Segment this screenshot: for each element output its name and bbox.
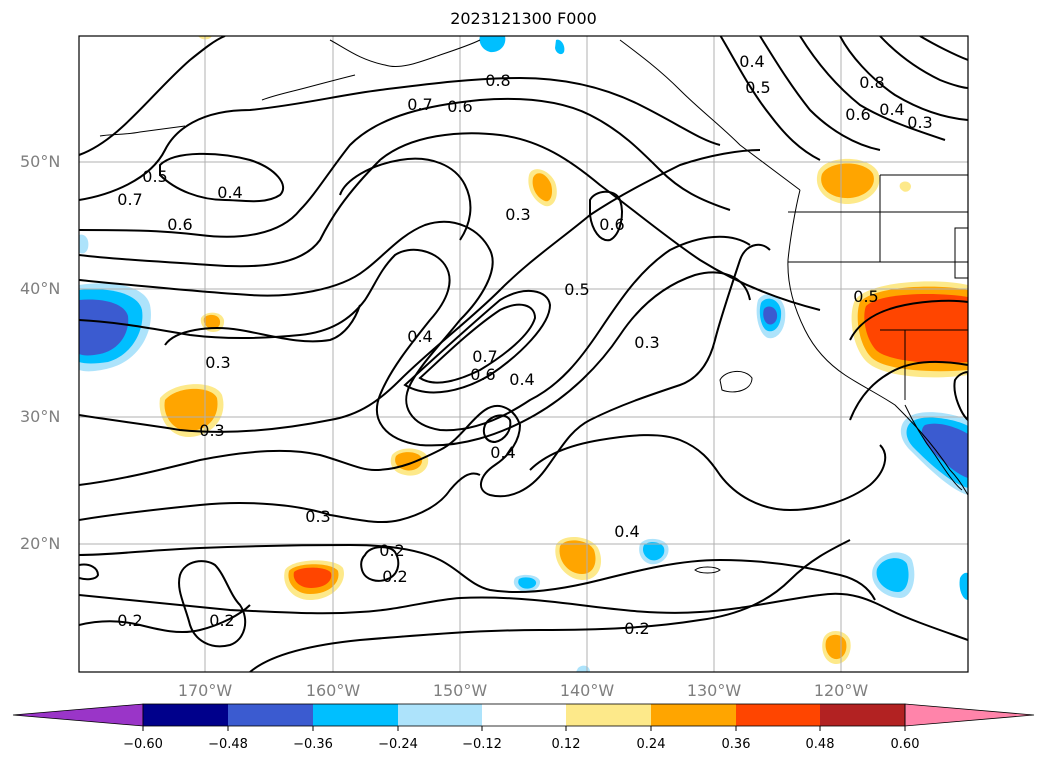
longitude-label: 170°W: [177, 681, 233, 700]
colorbar-tick-label: 0.48: [805, 737, 835, 752]
colorbar-segment: [736, 704, 820, 726]
contour-label: 0.4: [739, 52, 764, 71]
colorbar-tick-label: −0.48: [208, 737, 248, 752]
contour-label: 0.4: [509, 370, 534, 389]
colorbar-tick-label: 0.12: [551, 737, 581, 752]
colorbar-tick-label: −0.24: [378, 737, 418, 752]
colorbar-tick-label: −0.36: [293, 737, 333, 752]
latitude-label: 40°N: [20, 279, 61, 298]
latitude-label: 20°N: [20, 534, 61, 553]
colorbar-tick-label: 0.36: [721, 737, 751, 752]
contour-lines: [79, 36, 968, 672]
contour-label: 0.6: [167, 215, 192, 234]
contour-label: 0.6: [599, 215, 624, 234]
contour-label: 0.6: [470, 365, 495, 384]
contour-label: 0.4: [490, 443, 515, 462]
contour-label: 0.5: [564, 280, 589, 299]
colorbar-extend-high: [904, 703, 1035, 727]
contour-label: 0.6: [845, 105, 870, 124]
contour-label: 0.8: [485, 71, 510, 90]
longitude-label: 130°W: [686, 681, 742, 700]
contour-label: 0.3: [305, 507, 330, 526]
contour-label: 0.7: [117, 190, 142, 209]
contour-label: 0.5: [853, 287, 878, 306]
contour-label: 0.3: [634, 333, 659, 352]
contour-label: 0.5: [142, 167, 167, 186]
colorbar-tick-label: −0.60: [123, 737, 163, 752]
contour-label: 0.7: [472, 347, 497, 366]
contour-label: 0.4: [614, 522, 639, 541]
map-title: 2023121300 F000: [450, 9, 597, 28]
colorbar-segment: [313, 704, 398, 726]
contour-label: 0.3: [199, 421, 224, 440]
contour-label: 0.2: [624, 619, 649, 638]
contour-label: 0.3: [205, 353, 230, 372]
contour-label: 0.2: [209, 611, 234, 630]
colorbar-tick-label: 0.60: [890, 737, 920, 752]
colorbar: [12, 703, 1035, 731]
contour-label: 0.3: [505, 205, 530, 224]
longitude-label: 140°W: [559, 681, 615, 700]
latitude-label: 50°N: [20, 152, 61, 171]
contour-label: 0.4: [407, 327, 432, 346]
longitude-label: 150°W: [432, 681, 488, 700]
contour-label: 0.2: [117, 611, 142, 630]
colorbar-segment: [143, 704, 228, 726]
contour-label: 0.2: [382, 567, 407, 586]
contour-label: 0.4: [217, 183, 242, 202]
longitude-label: 120°W: [813, 681, 869, 700]
colorbar-tick-label: −0.12: [462, 737, 502, 752]
contour-label: 0.8: [859, 73, 884, 92]
graticule: [79, 36, 968, 672]
colorbar-segment: [651, 704, 736, 726]
colorbar-extend-low: [12, 703, 144, 727]
contour-label-group: 0.8 0.7 0.6 0.4 0.5 0.8 0.6 0.4 0.3 0.5 …: [117, 52, 932, 638]
colorbar-segment: [482, 704, 566, 726]
colorbar-segment: [820, 704, 905, 726]
map-content: 0.8 0.7 0.6 0.4 0.5 0.8 0.6 0.4 0.3 0.5 …: [79, 36, 968, 672]
contour-label: 0.5: [745, 78, 770, 97]
longitude-label: 160°W: [305, 681, 361, 700]
colorbar-tick-label: 0.24: [636, 737, 666, 752]
contour-label: 0.6: [447, 97, 472, 116]
colorbar-segment: [398, 704, 482, 726]
contour-label: 0.2: [379, 541, 404, 560]
shaded-fields: [79, 36, 968, 672]
latitude-label: 30°N: [20, 407, 61, 426]
contour-label: 0.4: [879, 100, 904, 119]
contour-label: 0.3: [907, 113, 932, 132]
colorbar-segment: [228, 704, 313, 726]
map-frame: [78, 35, 969, 673]
map-area: [79, 36, 968, 672]
colorbar-segment: [566, 704, 651, 726]
contour-label: 0.7: [407, 95, 432, 114]
